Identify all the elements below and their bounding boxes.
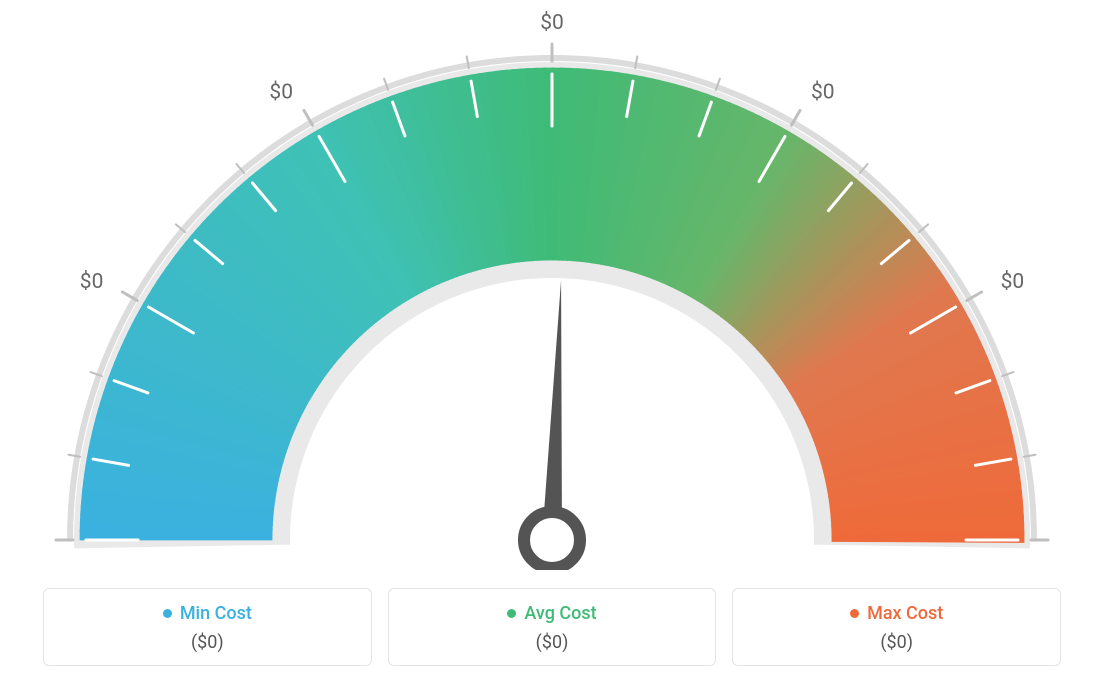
legend-label-max: Max Cost xyxy=(867,603,943,624)
legend-title-max: Max Cost xyxy=(850,603,943,624)
svg-text:$0: $0 xyxy=(80,270,104,294)
svg-text:$0: $0 xyxy=(811,80,835,104)
legend-dot-avg xyxy=(507,609,516,618)
legend-title-avg: Avg Cost xyxy=(507,603,596,624)
legend-dot-max xyxy=(850,609,859,618)
legend-card-avg: Avg Cost ($0) xyxy=(388,588,717,666)
legend-value-min: ($0) xyxy=(54,632,361,653)
gauge-svg: $0$0$0$0$0$0$0 xyxy=(52,10,1052,570)
legend-value-max: ($0) xyxy=(743,632,1050,653)
legend-label-min: Min Cost xyxy=(180,603,252,624)
legend-card-max: Max Cost ($0) xyxy=(732,588,1061,666)
legend-title-min: Min Cost xyxy=(163,603,252,624)
legend-row: Min Cost ($0) Avg Cost ($0) Max Cost ($0… xyxy=(43,588,1061,666)
svg-text:$0: $0 xyxy=(540,11,564,35)
svg-text:$0: $0 xyxy=(269,80,293,104)
legend-label-avg: Avg Cost xyxy=(524,603,596,624)
svg-text:$0: $0 xyxy=(1001,270,1025,294)
legend-card-min: Min Cost ($0) xyxy=(43,588,372,666)
legend-value-avg: ($0) xyxy=(399,632,706,653)
legend-dot-min xyxy=(163,609,172,618)
cost-gauge: $0$0$0$0$0$0$0 xyxy=(52,10,1052,570)
